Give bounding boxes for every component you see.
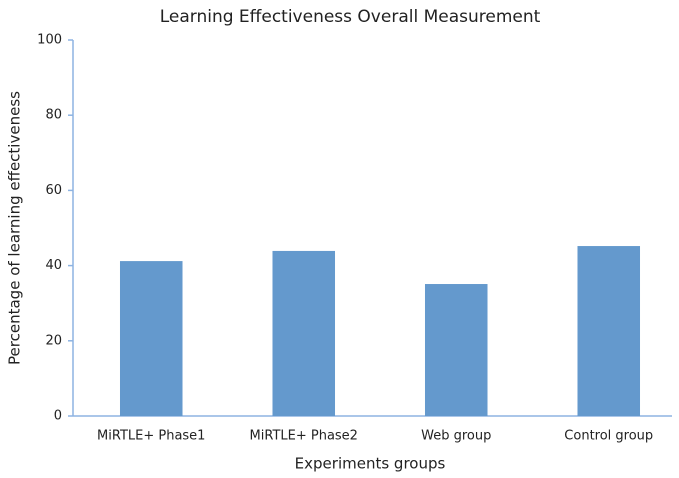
y-tick-label: 0 xyxy=(54,409,62,424)
x-tick-label: MiRTLE+ Phase2 xyxy=(250,429,358,444)
x-tick-label: MiRTLE+ Phase1 xyxy=(97,429,205,444)
y-tick-label: 60 xyxy=(45,183,62,198)
x-tick-label: Web group xyxy=(421,429,491,444)
bar xyxy=(119,261,183,416)
bar xyxy=(272,250,336,416)
bar xyxy=(424,284,488,416)
x-tick-label: Control group xyxy=(564,429,653,444)
y-tick-label: 40 xyxy=(45,258,62,273)
y-axis-label: Percentage of learning effectiveness xyxy=(6,91,24,365)
y-tick-label: 20 xyxy=(45,333,62,348)
y-tick-label: 100 xyxy=(37,33,62,48)
x-axis-label: Experiments groups xyxy=(295,455,446,473)
y-tick-label: 80 xyxy=(45,108,62,123)
chart-title: Learning Effectiveness Overall Measureme… xyxy=(160,7,541,27)
bar xyxy=(577,246,641,416)
